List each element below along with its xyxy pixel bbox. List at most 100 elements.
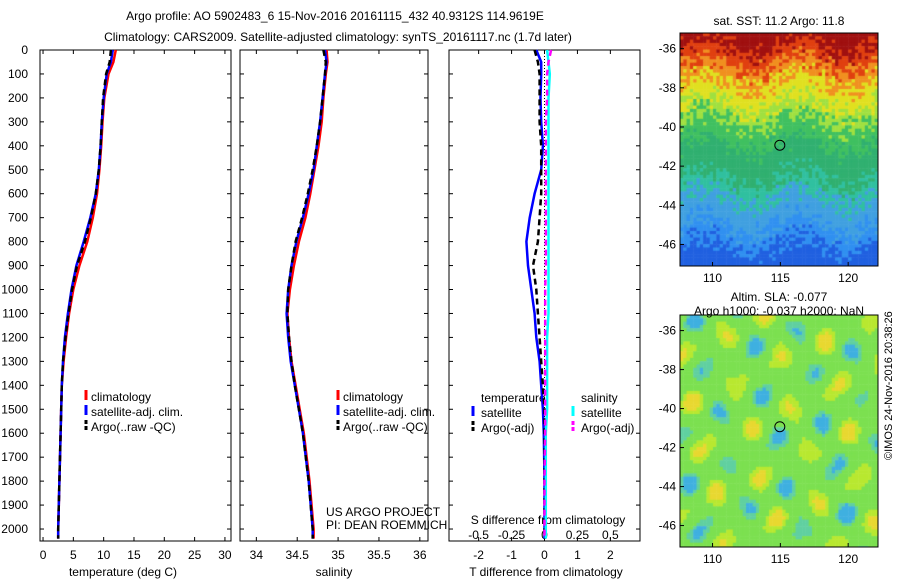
map-y-tick-label: -40 [659,120,677,134]
y-tick-label: 800 [8,235,28,249]
sal-xlabel: salinity [316,565,353,579]
x-tick-label: -2 [473,548,484,562]
y-tick-label: 200 [8,91,28,105]
x2-tick-label: 0.5 [602,528,619,542]
y-tick-label: 100 [8,67,28,81]
legend-label: satellite-adj. clim. [91,405,183,419]
map-y-tick-label: -38 [659,363,677,377]
x-tick-label: 36 [413,548,427,562]
x-tick-label: 35.5 [367,548,391,562]
title-line-1: Argo profile: AO 5902483_6 15-Nov-2016 2… [126,9,544,23]
x-tick-label: 35 [331,548,345,562]
x-tick-label: 10 [97,548,111,562]
series-line-satellite-adj-clim- [56,49,115,539]
legend-temp-title: temperature [481,391,546,405]
y-tick-label: 1900 [1,498,28,512]
y-tick-label: 300 [8,115,28,129]
title-line-2: Climatology: CARS2009. Satellite-adjuste… [104,30,572,44]
y-tick-label: 400 [8,139,28,153]
map-x-tick-label: 115 [771,271,790,285]
y-tick-label: 1300 [1,354,28,368]
map-frame [679,314,879,548]
diff-xlabel: T difference from climatology [469,565,623,579]
project-annotation-2: PI: DEAN ROEMMICH [326,518,447,532]
legend-label: Argo(..raw -QC) [343,420,428,434]
map-y-tick-label: -42 [659,441,677,455]
sla-map-image [680,315,878,547]
sst-map-title: sat. SST: 11.2 Argo: 11.8 [714,14,845,28]
series-line-t-satellite [525,49,546,539]
legend-label: satellite [481,406,522,420]
legend-label: Argo(-adj) [481,421,534,435]
series-line-s-argo-adj- [543,49,553,539]
y-tick-label: 500 [8,163,28,177]
map-x-tick-label: 110 [703,271,722,285]
y-tick-label: 1700 [1,450,28,464]
legend-label: Argo(-adj) [581,421,634,435]
x-tick-label: -1 [506,548,517,562]
legend-label: satellite-adj. clim. [343,405,435,419]
series-line-satellite-adj-clim- [285,49,328,539]
legend-label: climatology [343,390,403,404]
y-tick-label: 0 [21,43,28,57]
map-x-tick-label: 120 [838,271,858,285]
x2-tick-label: -0.5 [468,528,489,542]
y-tick-label: 700 [8,211,28,225]
x-tick-label: 0 [40,548,47,562]
x-tick-label: 0 [541,548,548,562]
map-x-tick-label: 110 [703,552,722,566]
sla-map-title-1: Altim. SLA: -0.077 [731,290,828,304]
y-tick-label: 1000 [1,283,28,297]
x-tick-label: 15 [127,548,141,562]
y-tick-label: 900 [8,259,28,273]
argo-position-marker [774,421,786,433]
series-line-t-argo-adj- [531,49,546,539]
map-y-tick-label: -40 [659,402,677,416]
y-tick-label: 1800 [1,474,28,488]
x-tick-label: 34.5 [286,548,310,562]
series-line-climatology [56,49,118,539]
x-tick-label: 34 [250,548,264,562]
y-tick-label: 1500 [1,402,28,416]
x2-tick-label: 0.25 [566,528,590,542]
map-y-tick-label: -36 [659,324,677,338]
argo-position-marker [774,139,786,151]
x-tick-label: 25 [188,548,202,562]
map-y-tick-label: -46 [659,237,677,251]
x-tick-label: 5 [70,548,77,562]
map-y-tick-label: -44 [659,480,677,494]
legend-label: Argo(..raw -QC) [91,420,176,434]
x2-tick-label: -0.25 [498,528,526,542]
map-y-tick-label: -44 [659,198,677,212]
plot-frame-1 [239,49,429,542]
temp-xlabel: temperature (deg C) [69,565,177,579]
y-tick-label: 600 [8,187,28,201]
map-x-tick-label: 115 [771,552,790,566]
side-stamp: ©IMOS 24-Nov-2016 20:38:26 [883,311,895,460]
y-tick-label: 1400 [1,378,28,392]
map-y-tick-label: -38 [659,81,677,95]
legend-label: climatology [91,390,151,404]
map-frame [679,32,879,267]
y-tick-label: 2000 [1,522,28,536]
x-tick-label: 2 [607,548,614,562]
x-tick-label: 30 [218,548,232,562]
map-y-tick-label: -36 [659,42,677,56]
y-tick-label: 1600 [1,426,28,440]
y-tick-label: 1100 [2,306,28,320]
sla-map-title-2: Argo h1000: -0.037 h2000: NaN [694,304,864,318]
map-y-tick-label: -46 [659,519,677,533]
map-y-tick-label: -42 [659,159,677,173]
series-line-argo-raw-qc- [56,49,113,539]
project-annotation-1: US ARGO PROJECT [326,505,441,519]
legend-label: satellite [581,406,622,420]
diff-x2label: S difference from climatology [471,513,626,527]
sst-map-image [680,33,878,266]
legend-sal-title: salinity [581,391,618,405]
y-tick-label: 1200 [1,330,28,344]
x-tick-label: 20 [158,548,172,562]
series-line-argo-raw-qc- [286,49,328,539]
map-x-tick-label: 120 [838,552,858,566]
